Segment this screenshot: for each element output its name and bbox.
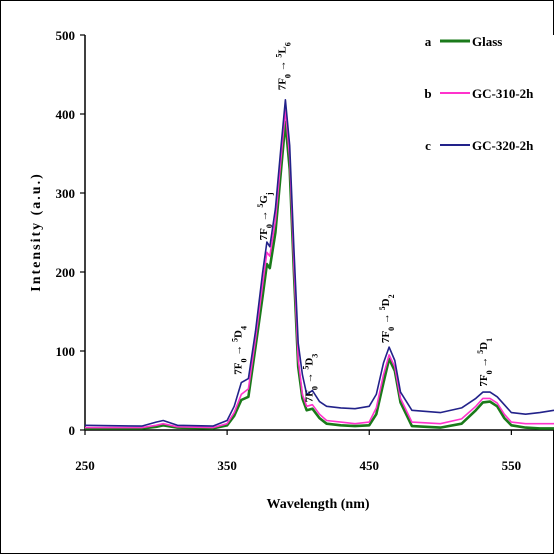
x-tick-label: 450 bbox=[359, 458, 379, 473]
y-tick-label: 0 bbox=[69, 423, 76, 438]
legend-letter: a bbox=[425, 34, 432, 49]
legend-letter: b bbox=[424, 86, 431, 101]
legend-label: Glass bbox=[472, 34, 502, 49]
series-line-gc-320-2h bbox=[84, 99, 554, 427]
x-tick-label: 250 bbox=[75, 458, 95, 473]
transition-annotation: 7F0 → 5L6 bbox=[274, 42, 292, 90]
x-axis-title: Wavelength (nm) bbox=[266, 497, 369, 512]
plot-area bbox=[85, 35, 554, 430]
y-tick-label: 400 bbox=[56, 107, 76, 122]
transition-annotation: 7F0 → 5D1 bbox=[476, 338, 494, 387]
y-tick-label: 200 bbox=[56, 265, 76, 280]
x-tick-label: 550 bbox=[502, 458, 522, 473]
y-tick-label: 500 bbox=[56, 28, 76, 43]
y-axis: 0 100 200 300 400 500 bbox=[56, 28, 86, 438]
transition-annotation: 7F0 → 5D2 bbox=[378, 294, 396, 343]
transition-annotation: 7F0 → 5D4 bbox=[230, 326, 248, 375]
annotation-layer: 7F0 → 5D4 7F0 → 5Gj 7F0 → 5L6 7F0 → 5D3 7F0 … bbox=[230, 42, 494, 402]
legend-label: GC-310-2h bbox=[472, 86, 534, 101]
transition-annotation: 7F0 → 5D3 bbox=[301, 354, 319, 403]
y-axis-title: Intensity (a.u.) bbox=[29, 172, 44, 292]
y-tick-label: 300 bbox=[56, 186, 76, 201]
x-axis: 250 350 450 550 bbox=[75, 429, 554, 473]
y-tick-label: 100 bbox=[56, 344, 76, 359]
legend-letter: c bbox=[425, 138, 431, 153]
transition-annotation: 7F0 → 5Gj bbox=[255, 192, 273, 240]
legend: a Glass b GC-310-2h c GC-320-2h bbox=[424, 34, 534, 153]
legend-label: GC-320-2h bbox=[472, 138, 534, 153]
series-line-glass bbox=[85, 120, 554, 430]
series-layer bbox=[84, 99, 554, 430]
x-tick-label: 350 bbox=[217, 458, 237, 473]
series-line-gc-310-2h bbox=[85, 109, 554, 429]
